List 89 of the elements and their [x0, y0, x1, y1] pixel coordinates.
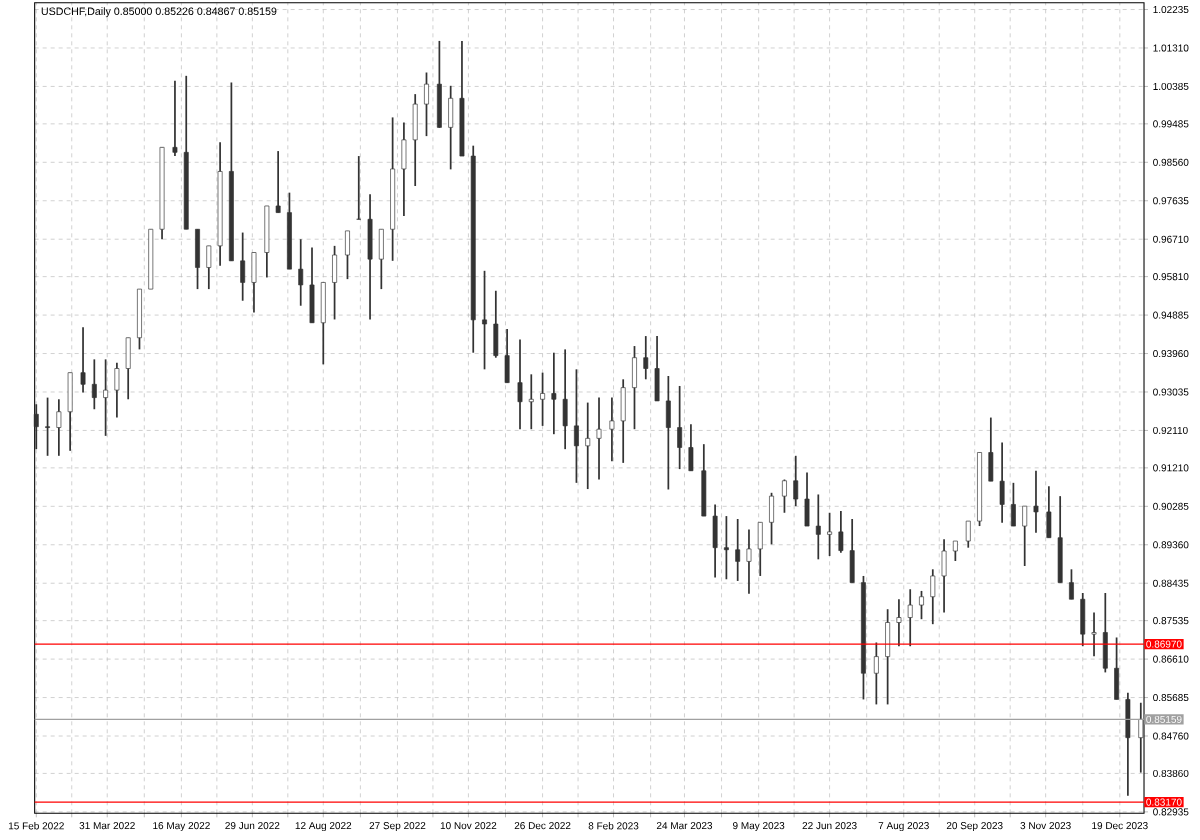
candlestick — [528, 373, 534, 431]
candlestick — [80, 326, 86, 394]
y-tick-label: 0.89360 — [1153, 541, 1189, 549]
y-tick-label: 0.95810 — [1153, 273, 1189, 281]
y-tick-label: 0.98560 — [1153, 158, 1189, 166]
candlestick — [1069, 568, 1074, 601]
y-tick-label: 0.86610 — [1153, 655, 1189, 663]
candlestick — [677, 385, 683, 470]
candlestick — [56, 398, 62, 457]
candlestick — [896, 598, 902, 648]
candlestick — [114, 361, 120, 419]
x-tick-label: 27 Sep 2022 — [369, 822, 426, 832]
y-tick-label: 0.87535 — [1153, 617, 1189, 625]
candlestick — [1138, 701, 1144, 774]
candlestick — [688, 423, 694, 472]
x-tick-label: 22 Jun 2023 — [802, 822, 857, 830]
x-tick-label: 7 Aug 2023 — [878, 822, 929, 832]
candlestick — [965, 520, 971, 549]
y-tick-label: 0.94885 — [1153, 311, 1189, 319]
candlestick — [298, 238, 304, 307]
candlestick — [827, 511, 833, 557]
candlestick — [952, 540, 958, 562]
y-tick-label: 1.02235 — [1153, 5, 1189, 14]
candlestick — [643, 335, 649, 381]
candlestick — [33, 403, 39, 451]
x-tick-label: 10 Nov 2022 — [440, 822, 497, 830]
x-tick-label: 19 Dec 2023 — [1092, 822, 1148, 830]
y-tick-label: 1.00385 — [1153, 82, 1189, 90]
candlestick — [172, 79, 178, 157]
chart-title: USDCHF,Daily 0.85000 0.85226 0.84867 0.85159 — [41, 7, 277, 18]
candlestick — [275, 150, 281, 214]
ref-line-label: 0.86970 — [1146, 640, 1182, 648]
candlestick — [1091, 611, 1097, 658]
candlestick — [919, 590, 924, 621]
x-tick-label: 29 Jun 2022 — [225, 822, 280, 830]
x-tick-label: 9 May 2023 — [732, 822, 785, 832]
y-tick-label: 0.96710 — [1153, 235, 1189, 243]
candlestick — [424, 71, 429, 137]
y-tick-label: 0.91210 — [1153, 464, 1189, 472]
x-tick-label: 31 Mar 2022 — [79, 822, 135, 830]
candlestick — [735, 518, 741, 582]
candlestick — [1010, 481, 1016, 527]
candlestick — [596, 396, 602, 481]
y-tick-label: 0.85685 — [1153, 694, 1189, 702]
candlestick — [793, 454, 799, 507]
candlestick — [540, 371, 546, 427]
y-tick-label: 0.83860 — [1153, 769, 1189, 777]
y-tick-label: 0.97635 — [1153, 197, 1189, 205]
candlestick — [482, 269, 487, 371]
candlestick — [517, 338, 523, 431]
candlestick — [45, 396, 51, 457]
candlestick — [240, 231, 246, 302]
candlestick — [1033, 469, 1039, 534]
y-tick-label: 0.93035 — [1153, 388, 1189, 396]
candlestick — [999, 441, 1005, 524]
x-tick-label: 20 Sep 2023 — [946, 822, 1003, 832]
candlestick — [838, 510, 844, 554]
x-tick-label: 16 May 2022 — [153, 822, 210, 832]
candlestick — [907, 588, 913, 648]
x-tick-label: 8 Feb 2023 — [588, 822, 639, 830]
x-tick-label: 3 Nov 2023 — [1020, 822, 1071, 830]
ref-line-label: 0.85159 — [1146, 715, 1182, 723]
ref-line-label: 0.83170 — [1146, 798, 1182, 806]
candlestick — [91, 358, 97, 411]
candlestick — [1022, 505, 1028, 567]
y-tick-label: 0.88435 — [1153, 579, 1189, 587]
candlestick — [782, 478, 787, 514]
x-tick-label: 12 Aug 2022 — [295, 822, 352, 832]
x-tick-label: 26 Dec 2022 — [514, 822, 571, 830]
y-tick-label: 0.93960 — [1153, 350, 1189, 358]
candlestick — [103, 358, 109, 437]
candlestick — [723, 515, 729, 581]
y-tick-label: 0.90285 — [1153, 502, 1189, 510]
y-tick-label: 0.92110 — [1153, 426, 1188, 434]
candlestick — [930, 568, 936, 626]
x-tick-label: 24 Mar 2023 — [656, 822, 713, 830]
candlestick — [585, 401, 591, 490]
y-tick-label: 0.84760 — [1153, 732, 1189, 740]
candlestick — [574, 368, 579, 484]
candlestick — [873, 641, 879, 706]
candlestick — [609, 396, 615, 463]
x-tick-label: 15 Feb 2022 — [8, 822, 64, 830]
y-tick-label: 0.99485 — [1153, 120, 1189, 128]
y-tick-label: 1.01310 — [1153, 44, 1189, 52]
y-tick-label: 0.82935 — [1153, 808, 1189, 816]
candlestick — [815, 493, 821, 561]
candlestick — [746, 528, 752, 595]
candlestick — [551, 351, 557, 436]
candlestick — [206, 244, 212, 290]
